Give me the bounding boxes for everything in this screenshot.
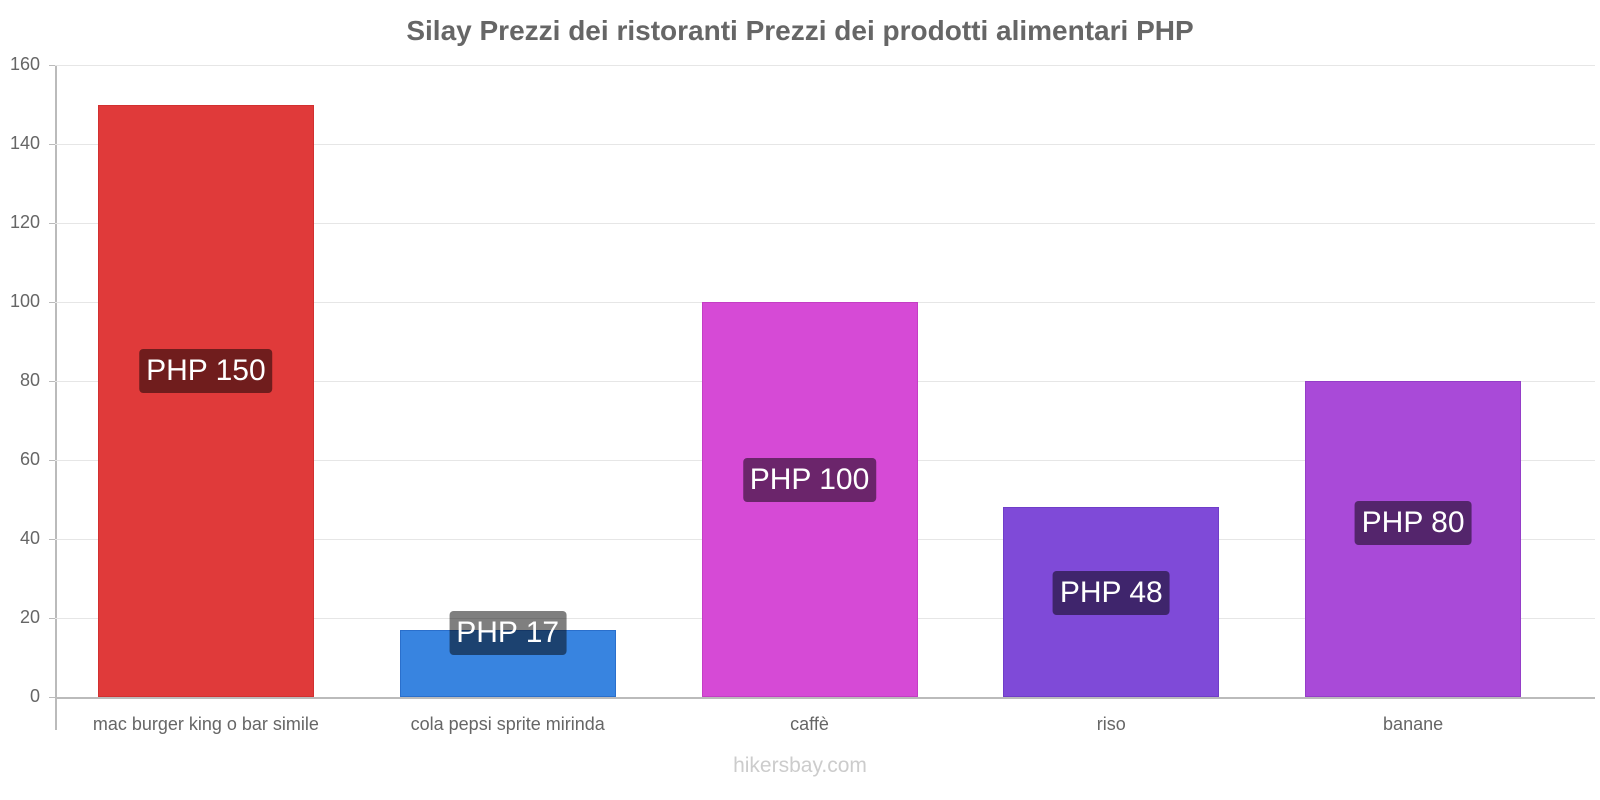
gridline bbox=[55, 65, 1595, 66]
x-tick-label: cola pepsi sprite mirinda bbox=[410, 714, 605, 734]
y-tick-label: 140 bbox=[9, 133, 40, 153]
y-tick-label: 20 bbox=[19, 607, 40, 627]
y-tick-mark bbox=[49, 223, 55, 224]
y-tick-mark bbox=[49, 460, 55, 461]
gridline bbox=[55, 223, 1595, 224]
bar[interactable] bbox=[97, 104, 314, 697]
bar-value-label: PHP 150 bbox=[139, 349, 273, 394]
y-tick-mark bbox=[49, 618, 55, 619]
bar-value-label: PHP 80 bbox=[1354, 501, 1472, 546]
y-tick-mark bbox=[49, 697, 55, 698]
y-tick-mark bbox=[49, 65, 55, 66]
x-axis bbox=[55, 697, 1595, 699]
y-tick-label: 160 bbox=[9, 54, 40, 74]
watermark: hikersbay.com bbox=[733, 754, 867, 777]
x-tick-label: caffè bbox=[790, 714, 829, 734]
y-tick-mark bbox=[49, 302, 55, 303]
x-tick-label: riso bbox=[1096, 714, 1126, 734]
y-tick-label: 80 bbox=[19, 370, 40, 390]
y-tick-label: 60 bbox=[19, 449, 40, 469]
y-tick-label: 120 bbox=[9, 212, 40, 232]
y-tick-label: 40 bbox=[19, 528, 40, 548]
y-tick-mark bbox=[49, 539, 55, 540]
y-tick-label: 0 bbox=[29, 686, 40, 706]
bar-value-label: PHP 17 bbox=[449, 610, 567, 655]
x-tick-label: mac burger king o bar simile bbox=[92, 714, 319, 734]
bar-value-label: PHP 100 bbox=[742, 457, 877, 502]
bar-value-label: PHP 48 bbox=[1052, 570, 1170, 615]
chart-title: Silay Prezzi dei ristoranti Prezzi dei p… bbox=[406, 15, 1194, 46]
gridline bbox=[55, 144, 1595, 145]
y-tick-mark bbox=[49, 144, 55, 145]
y-tick-label: 100 bbox=[9, 291, 40, 311]
y-tick-mark bbox=[49, 381, 55, 382]
y-axis bbox=[55, 65, 57, 730]
x-tick-label: banane bbox=[1383, 714, 1444, 734]
